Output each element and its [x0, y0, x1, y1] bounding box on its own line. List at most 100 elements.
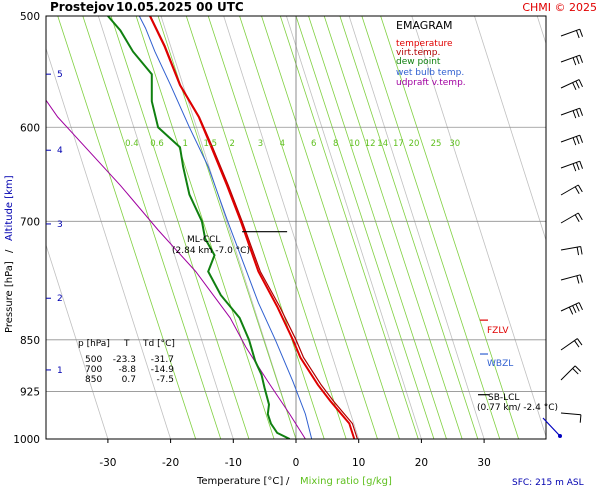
- wind-barb-icon: [560, 365, 576, 381]
- table-header-t: T: [123, 339, 130, 349]
- dry-adiabat: [97, 16, 234, 439]
- mixing-ratio-line: [185, 16, 325, 439]
- sb-lcl-text: (0.77 km/ -2.4 °C): [477, 403, 558, 413]
- mixing-ratio-line: [308, 16, 447, 439]
- dry-adiabat: [411, 16, 546, 438]
- fzlv-label: FZLV: [487, 326, 509, 336]
- sb-lcl-label: SB-LCL (0.77 km/ -2.4 °C): [477, 393, 558, 413]
- pressure-tick: 850: [20, 335, 40, 347]
- wind-barb-feather: [575, 56, 580, 65]
- mixing-ratio-label: 4: [280, 139, 285, 149]
- dry-adiabat: [536, 16, 546, 45]
- wind-barb-feather: [579, 54, 583, 63]
- wind-barb-feather: [574, 214, 580, 222]
- wind-barb-feather: [575, 80, 580, 89]
- y-axis-separator: /: [4, 249, 15, 253]
- mixing-ratio-label: 12: [365, 139, 376, 149]
- surface-info: SFC: 215 m ASL: [512, 478, 584, 488]
- temperature-tick: 0: [293, 457, 300, 469]
- wind-barb-feather: [575, 136, 580, 145]
- x-axis-separator: /: [286, 476, 290, 487]
- temperature-tick: 20: [415, 457, 428, 469]
- mixing-ratio-line: [57, 16, 197, 439]
- wind-barb-feather: [572, 110, 577, 119]
- wind-barb-icon: [560, 54, 580, 63]
- wind-barb-feather: [579, 107, 583, 116]
- dry-adiabat: [348, 16, 485, 439]
- wind-barb-feather: [574, 186, 580, 194]
- mixing-ratio-label: 1.5: [204, 139, 218, 149]
- sb-lcl-title: SB-LCL: [488, 393, 519, 403]
- sounding-datetime: 10.05.2025 00 UTC: [116, 0, 244, 14]
- mixing-ratio-line: [279, 16, 419, 439]
- temperature-tick: -10: [225, 457, 242, 469]
- y-axis-title: Pressure [hPa] / Altitude [km]: [4, 175, 15, 333]
- chart-title: EMAGRAM: [396, 19, 453, 32]
- wind-barb-feather: [572, 82, 577, 91]
- altitude-tick: 5: [57, 70, 63, 80]
- wind-barb-icon: [560, 212, 579, 224]
- wind-barb-feather: [574, 340, 580, 348]
- wind-barb-feather: [574, 365, 582, 372]
- mixing-ratio-label: 17: [393, 139, 404, 149]
- mixing-ratio-label: 3: [258, 139, 263, 149]
- altitude-tick: 4: [57, 146, 63, 156]
- table-cell: -31.7: [151, 355, 174, 365]
- ml-ccl-text: (2.84 km -7.0 °C): [172, 246, 250, 256]
- updraft-line: [46, 99, 306, 439]
- table-header-p: p [hPa]: [78, 339, 110, 349]
- temperature-tick: -30: [99, 457, 116, 469]
- wind-barb-icon: [560, 184, 579, 196]
- wind-barb-feather: [572, 368, 579, 375]
- mixing-ratio-label: 1: [182, 139, 187, 149]
- mixing-ratio-label: 6: [311, 139, 316, 149]
- temperature-tick: 10: [352, 457, 365, 469]
- pressure-tick: 1000: [13, 434, 40, 446]
- wind-barb-icon: [560, 79, 580, 89]
- wind-barb-feather: [579, 160, 583, 169]
- temperature-tick: 30: [477, 457, 490, 469]
- wind-barb-feather: [576, 247, 580, 256]
- legend-updraft: udpraft v.temp.: [396, 78, 466, 88]
- table-cell: -8.8: [118, 365, 136, 375]
- copyright: CHMI © 2025: [522, 1, 597, 14]
- legend: EMAGRAM temperature virt.temp. dew point…: [396, 19, 466, 88]
- wind-barb-icon: [560, 134, 580, 143]
- table-cell: 700: [85, 365, 102, 375]
- wbzl-label: WBZL: [487, 359, 513, 369]
- legend-wet-bulb: wet bulb temp.: [396, 68, 464, 78]
- surface-wind-dot: [558, 434, 562, 438]
- wind-barb-icon: [560, 274, 581, 281]
- wind-barb-feather: [580, 246, 583, 255]
- mixing-ratio-label: 2: [230, 139, 235, 149]
- wind-barb-feather: [575, 109, 580, 118]
- wind-barb-feather: [572, 137, 577, 146]
- pressure-tick: 500: [20, 11, 40, 23]
- wind-barb-feather: [579, 28, 583, 37]
- ml-ccl-title: ML-CCL: [187, 235, 220, 245]
- legend-virt-temp: virt.temp.: [396, 48, 440, 58]
- mixing-ratio-label: 0.4: [125, 139, 139, 149]
- altitude-tick: 3: [57, 220, 63, 230]
- mixing-ratio-label: 8: [333, 139, 338, 149]
- wind-barb-icon: [560, 412, 581, 416]
- x-axis-title: Temperature [°C] / Mixing ratio [g/kg]: [196, 476, 392, 487]
- mixing-ratio-label: 14: [377, 139, 388, 149]
- dry-adiabat: [46, 47, 171, 439]
- temperature-tick: -20: [162, 457, 179, 469]
- wind-barb-feather: [579, 134, 583, 143]
- mixing-ratio-line: [261, 16, 400, 439]
- wet-bulb-line: [138, 16, 313, 439]
- pressure-tick: 700: [20, 216, 40, 228]
- wind-barb-icon: [560, 302, 580, 312]
- dry-adiabat: [160, 16, 297, 439]
- x-axis-label-2: Mixing ratio [g/kg]: [300, 476, 392, 487]
- wind-barb-feather: [579, 414, 582, 423]
- mixing-ratio-line: [82, 16, 222, 439]
- wind-barb-feather: [572, 57, 577, 66]
- mixing-ratio-line: [135, 16, 275, 439]
- x-axis-label: Temperature [°C]: [196, 476, 283, 487]
- wind-barb-feather: [572, 163, 577, 172]
- temperature-line: [148, 16, 356, 439]
